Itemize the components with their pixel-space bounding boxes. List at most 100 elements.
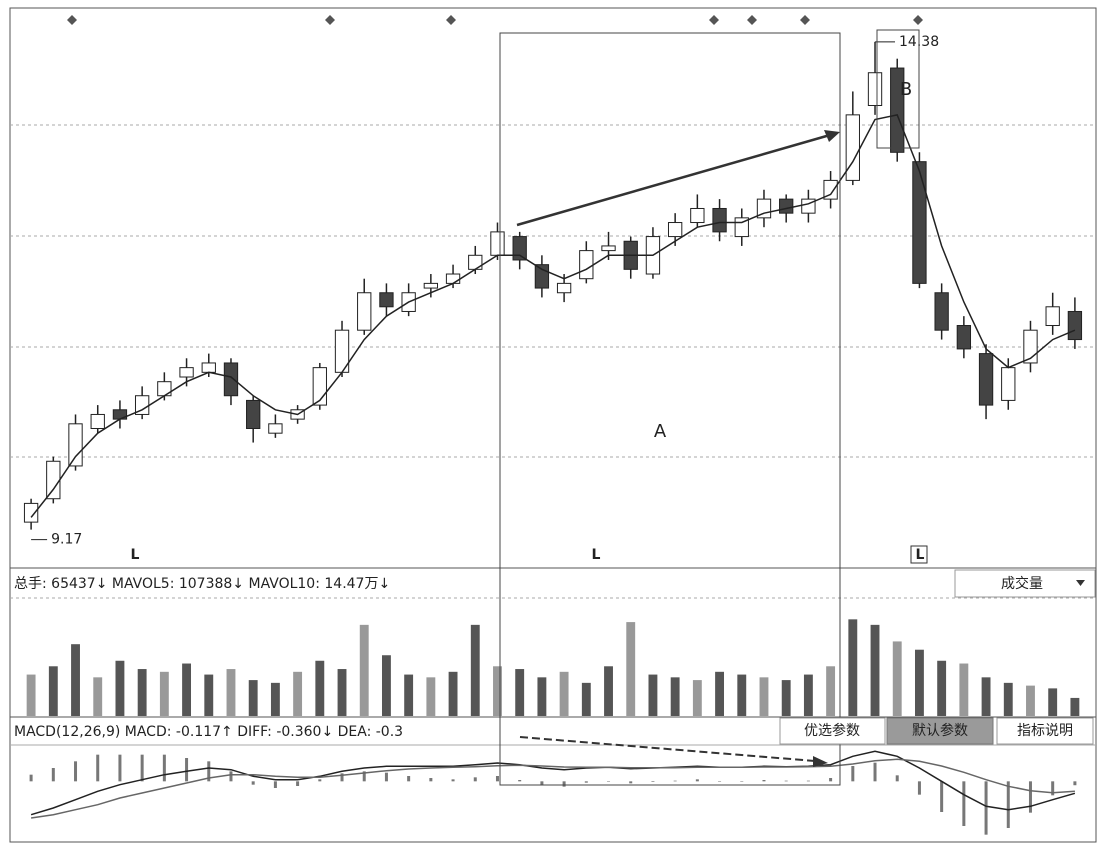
macd-bar xyxy=(940,781,944,812)
button[interactable] xyxy=(886,717,994,745)
indicator-select[interactable] xyxy=(954,569,1096,598)
volume-bar xyxy=(1003,682,1013,716)
macd-bar xyxy=(917,781,921,795)
macd-panel xyxy=(29,750,1077,835)
marker-label: L xyxy=(592,547,601,563)
candle-body xyxy=(1045,306,1060,327)
annotation-b: B xyxy=(900,79,912,100)
macd-bar xyxy=(629,781,633,784)
volume-bar xyxy=(981,677,991,716)
macd-bar xyxy=(718,781,722,782)
macd-bar xyxy=(540,781,544,786)
volume-bar xyxy=(1070,697,1080,716)
macd-line xyxy=(30,758,1075,819)
candle-body xyxy=(223,362,239,397)
volume-bar xyxy=(781,680,791,716)
button-label[interactable]: 优选参数 xyxy=(804,722,860,739)
volume-bar xyxy=(914,649,924,716)
macd-bar xyxy=(118,754,122,782)
volume-bar xyxy=(71,644,80,716)
candle-body xyxy=(823,179,838,200)
candle-body xyxy=(712,207,727,233)
macd-bar xyxy=(318,779,322,782)
candle-body xyxy=(23,502,39,523)
volume-bar xyxy=(803,674,813,716)
marker xyxy=(913,15,923,25)
macd-bar xyxy=(296,781,300,786)
volume-bar xyxy=(692,680,702,716)
button-label[interactable]: 指标说明 xyxy=(1017,723,1073,739)
dropdown-icon xyxy=(1076,580,1085,586)
candle-body xyxy=(423,282,439,289)
candle-body xyxy=(601,245,616,252)
candle-body xyxy=(534,264,550,289)
macd-bar xyxy=(340,773,344,782)
button-label[interactable]: 默认参数 xyxy=(912,722,968,739)
volume-bar xyxy=(604,666,613,716)
volume-bar xyxy=(137,669,147,716)
macd-bar xyxy=(895,775,899,782)
macd-bar xyxy=(495,776,499,782)
candle-body xyxy=(779,198,794,214)
macd-bar xyxy=(29,774,33,782)
volume-bar xyxy=(470,624,480,716)
marker xyxy=(747,15,757,25)
candle-body xyxy=(845,114,860,181)
button[interactable] xyxy=(779,717,886,745)
macd-bar xyxy=(607,781,611,782)
macd-bar xyxy=(962,781,966,826)
macd-bar xyxy=(74,761,78,782)
trend-arrow xyxy=(516,133,831,227)
macd-bar xyxy=(185,758,189,782)
macd-bar xyxy=(162,754,166,782)
button[interactable] xyxy=(996,717,1094,745)
volume-bar xyxy=(626,622,636,716)
macd-bar xyxy=(407,776,411,782)
candle-body xyxy=(556,282,572,294)
volume-bar xyxy=(826,666,836,716)
candle-body xyxy=(978,353,994,406)
candle-body xyxy=(934,292,949,331)
select-label[interactable]: 成交量 xyxy=(1001,575,1043,592)
volume-bar xyxy=(381,655,391,716)
macd-bar xyxy=(251,781,255,785)
volume-bar xyxy=(515,669,525,716)
macd-bar xyxy=(1073,781,1077,786)
price-grid xyxy=(10,124,1096,458)
macd-bar xyxy=(1028,781,1032,813)
volume-bar xyxy=(404,674,414,716)
candle-body xyxy=(667,222,683,238)
volume-bar xyxy=(848,619,858,716)
candle-body xyxy=(690,207,705,224)
arrow-head xyxy=(824,130,840,142)
volume-bar xyxy=(1048,688,1058,716)
volume-bar xyxy=(870,624,880,716)
macd-bar xyxy=(429,778,433,782)
macd-bar xyxy=(651,781,655,782)
candle-body xyxy=(512,236,527,261)
volume-bar xyxy=(1026,685,1035,716)
candle-body xyxy=(490,231,505,256)
candle-body xyxy=(867,72,883,106)
macd-bar xyxy=(584,781,588,783)
volume-bar xyxy=(115,660,125,716)
macd-bar xyxy=(784,780,788,782)
macd-line xyxy=(30,750,1076,816)
annotation-a: A xyxy=(654,421,667,442)
candle-body xyxy=(379,292,394,308)
candle-body xyxy=(268,423,283,434)
macd-bar xyxy=(673,780,677,782)
macd-bar xyxy=(740,781,744,782)
macd-bar xyxy=(695,779,699,782)
volume-bar xyxy=(670,677,680,716)
macd-bar xyxy=(829,778,833,782)
macd-bar xyxy=(473,777,477,782)
macd-bar xyxy=(51,768,55,782)
candle-body xyxy=(357,292,372,331)
macd-arrow xyxy=(519,736,816,762)
candle-body xyxy=(179,367,194,378)
marker xyxy=(800,15,810,25)
macd-bar xyxy=(1051,781,1055,796)
